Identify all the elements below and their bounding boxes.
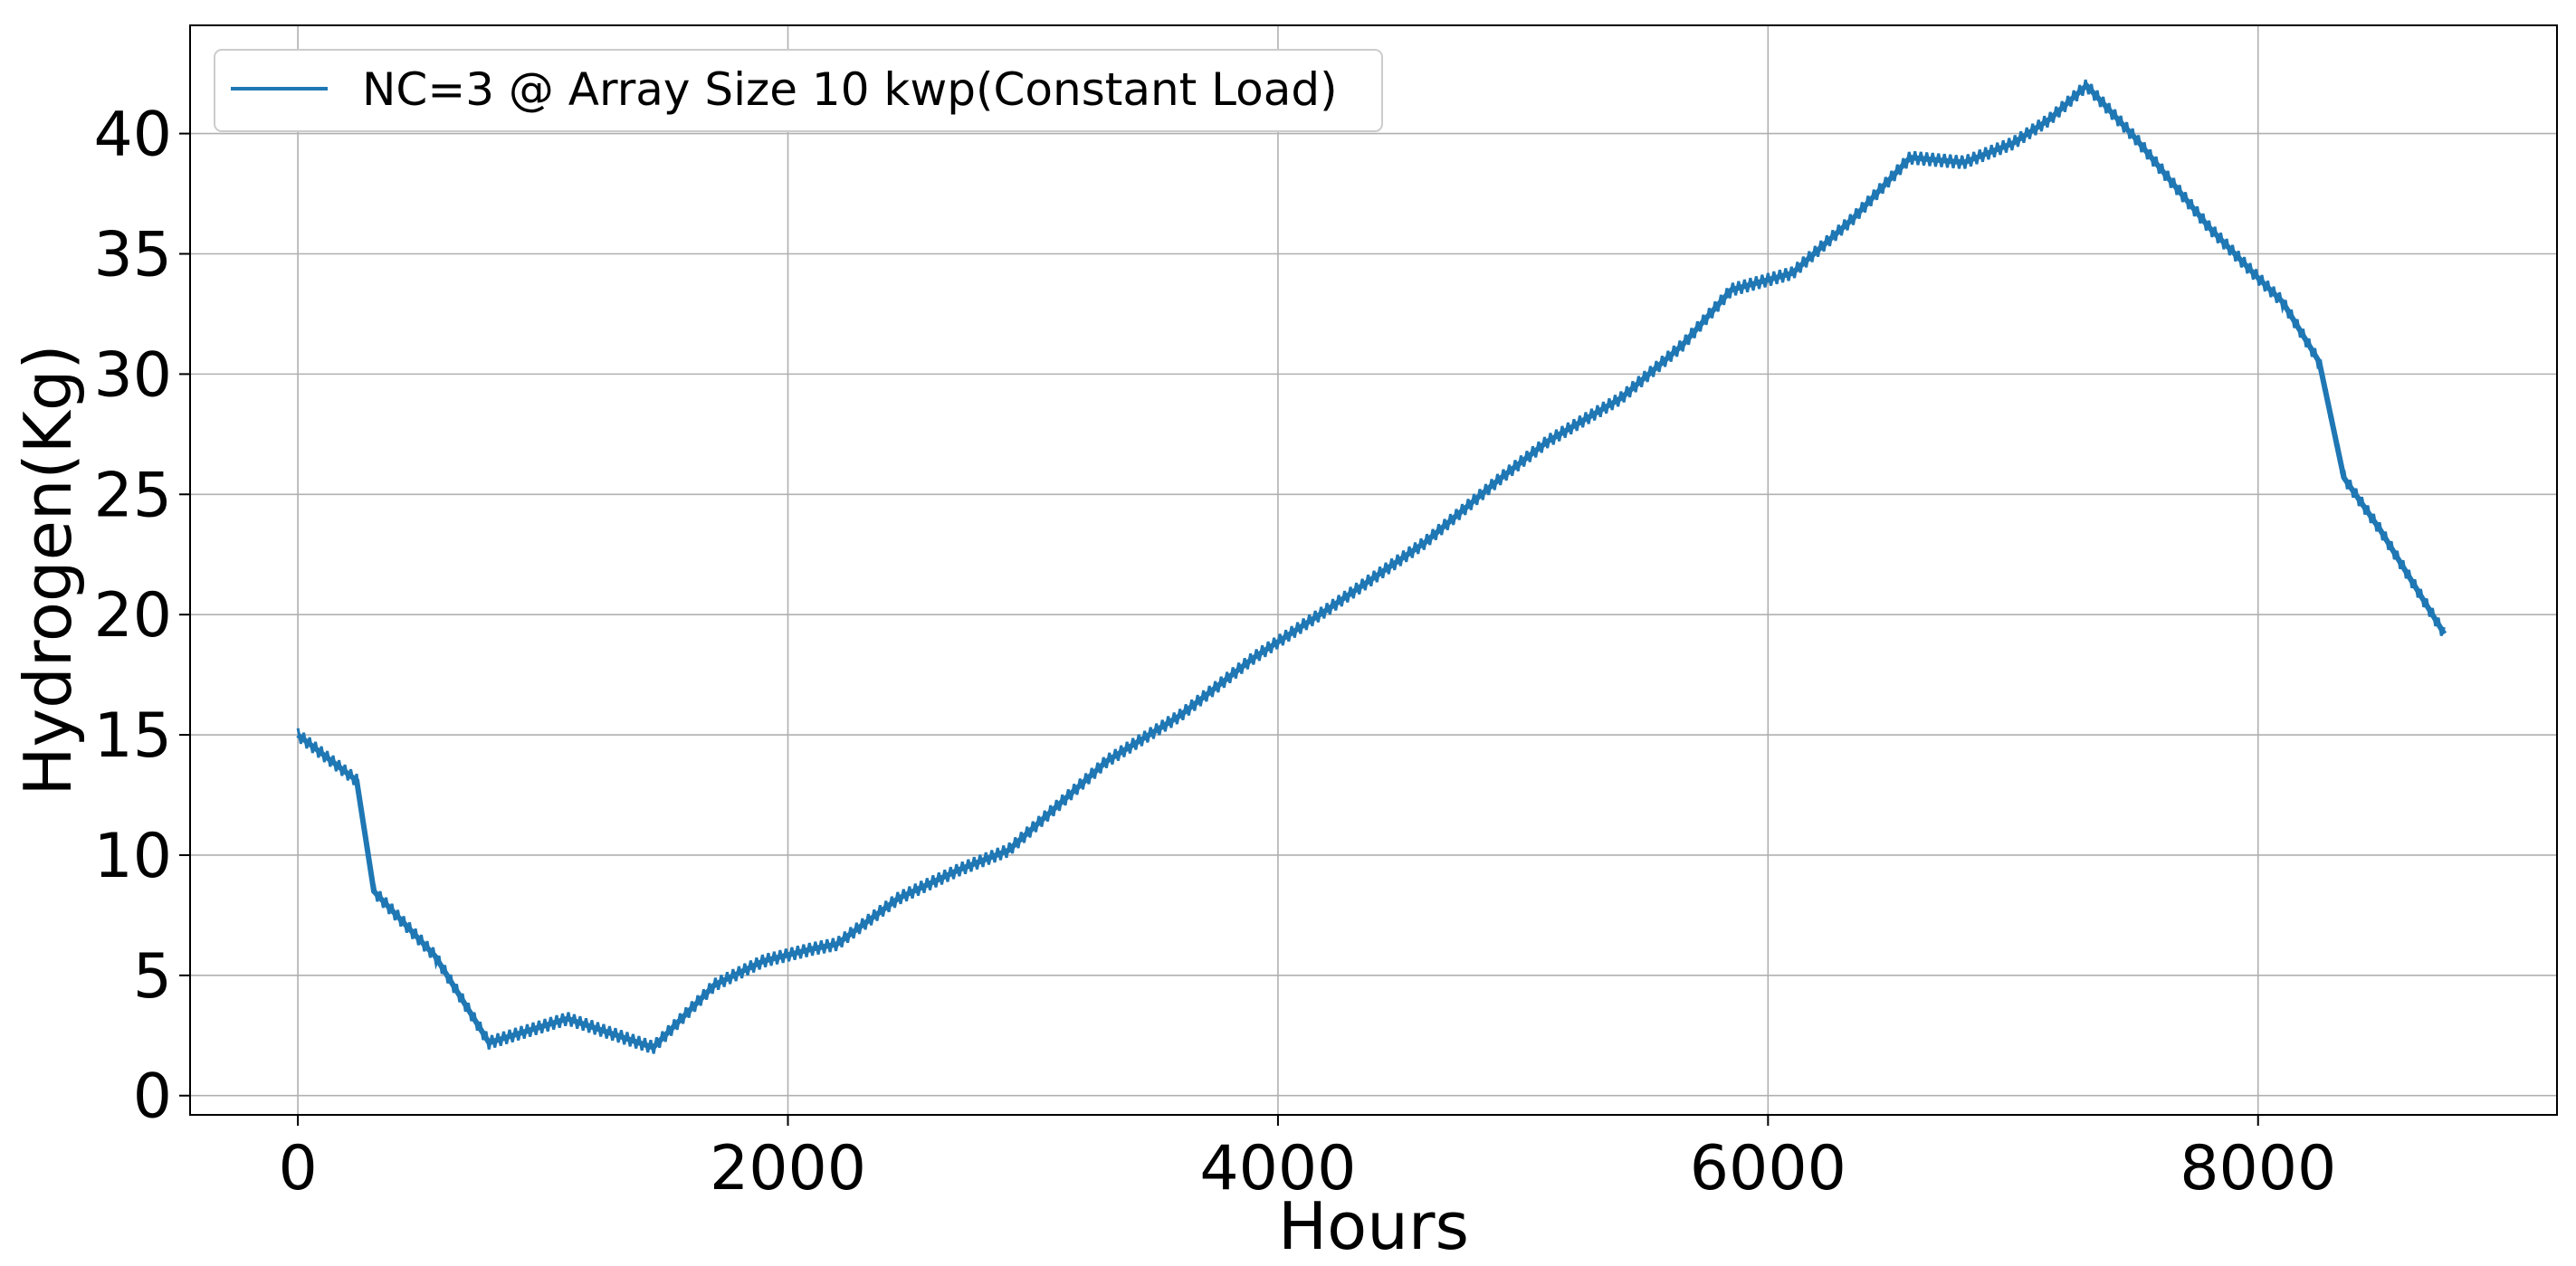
axes-frame bbox=[189, 24, 2558, 1116]
x-axis-ticks: 0 2000 4000 6000 8000 bbox=[278, 1115, 2336, 1204]
legend-label: NC=3 @ Array Size 10 kwp(Constant Load) bbox=[362, 63, 1338, 116]
legend: NC=3 @ Array Size 10 kwp(Constant Load) bbox=[214, 49, 1383, 132]
series-trend bbox=[296, 81, 2447, 1052]
y-tick-label: 40 bbox=[93, 100, 172, 171]
x-tick-label: 6000 bbox=[1690, 1133, 1846, 1204]
y-axis-label: Hydrogen(Kg) bbox=[10, 344, 86, 795]
x-tick-label: 0 bbox=[278, 1133, 317, 1204]
x-tick-label: 8000 bbox=[2180, 1133, 2336, 1204]
y-tick-label: 30 bbox=[93, 339, 172, 411]
y-tick-label: 15 bbox=[93, 700, 172, 772]
x-tick-label: 4000 bbox=[1199, 1133, 1356, 1204]
y-axis-ticks: 0 5 10 15 20 25 30 35 40 bbox=[93, 100, 190, 1133]
y-tick-label: 10 bbox=[93, 821, 172, 892]
grid-lines bbox=[190, 25, 2557, 1115]
x-tick-label: 2000 bbox=[710, 1133, 866, 1204]
y-tick-label: 35 bbox=[93, 219, 172, 290]
y-tick-label: 25 bbox=[93, 460, 172, 531]
legend-box bbox=[214, 49, 1383, 132]
y-tick-label: 5 bbox=[133, 941, 172, 1013]
y-tick-label: 0 bbox=[133, 1061, 172, 1133]
x-axis-label: Hours bbox=[1278, 1188, 1469, 1264]
plot-area bbox=[296, 79, 2447, 1054]
y-tick-label: 20 bbox=[93, 580, 172, 652]
